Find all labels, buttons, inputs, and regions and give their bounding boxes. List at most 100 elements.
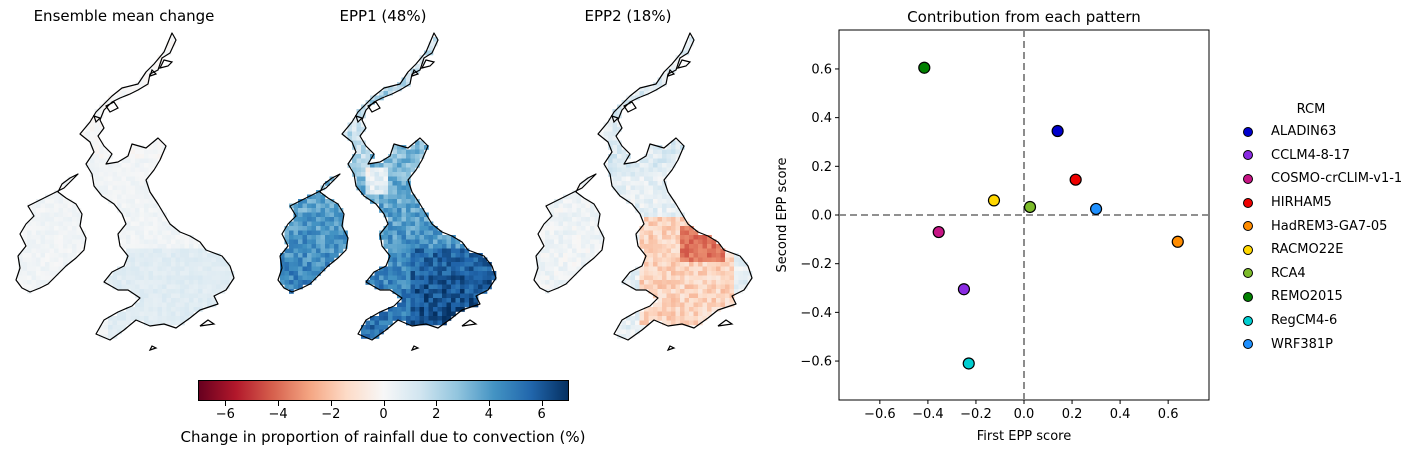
map-grid-cell — [144, 226, 149, 231]
map-grid-cell — [581, 248, 586, 254]
map-grid-cell — [293, 239, 299, 245]
map-grid-cell — [446, 262, 452, 267]
map-grid-cell — [419, 208, 425, 213]
map-grid-cell — [410, 271, 416, 276]
map-grid-cell — [419, 221, 425, 227]
map-grid-cell — [617, 185, 622, 191]
data-point-remo2015 — [918, 61, 931, 74]
map-grid-cell — [148, 280, 154, 285]
map-grid-cell — [711, 293, 717, 299]
map-grid-cell — [63, 199, 68, 204]
map-grid-cell — [392, 235, 398, 240]
map-grid-cell — [428, 271, 434, 276]
map-grid-cell — [653, 221, 658, 227]
map-grid-cell — [545, 257, 550, 263]
map-grid-cell — [135, 212, 140, 218]
map-grid-cell — [27, 271, 32, 276]
map-grid-cell — [135, 199, 140, 204]
map-grid-cell — [325, 181, 330, 186]
map-grid-cell — [406, 73, 411, 78]
map-grid-cell — [397, 239, 402, 245]
map-grid-cell — [135, 307, 140, 312]
map-grid-cell — [49, 212, 55, 218]
map-grid-cell — [325, 235, 330, 240]
map-grid-cell — [644, 167, 649, 173]
map-grid-cell — [284, 226, 290, 231]
map-grid-cell — [675, 298, 681, 303]
map-grid-cell — [352, 167, 357, 173]
map-grid-cell — [180, 298, 185, 303]
map-grid-cell — [361, 190, 366, 195]
map-grid-cell — [671, 293, 676, 299]
map-grid-cell — [716, 280, 721, 285]
map-grid-cell — [27, 226, 32, 231]
map-grid-cell — [121, 172, 127, 177]
map-grid-cell — [540, 275, 546, 281]
map-grid-cell — [729, 298, 735, 303]
map-grid-cell — [388, 230, 393, 236]
map-grid-cell — [49, 271, 55, 276]
map-grid-cell — [567, 239, 573, 245]
map-grid-cell — [428, 257, 434, 263]
map-grid-cell — [225, 266, 230, 272]
map-grid-cell — [442, 284, 447, 290]
map-grid-cell — [558, 275, 564, 281]
map-grid-cell — [139, 275, 145, 281]
map-grid-cell — [401, 194, 407, 200]
map-grid-cell — [320, 248, 326, 254]
colorbar-gradient — [198, 380, 569, 401]
map-grid-cell — [590, 203, 595, 209]
map-grid-cell — [639, 163, 645, 168]
map-grid-cell — [67, 235, 73, 240]
map-grid-cell — [171, 289, 176, 294]
map-grid-cell — [171, 226, 176, 231]
map-grid-cell — [585, 203, 591, 209]
map-grid-cell — [585, 226, 591, 231]
map-grid-cell — [397, 289, 402, 294]
map-grid-cell — [31, 280, 37, 285]
map-grid-cell — [40, 230, 46, 236]
legend-label: RACMO22E — [1271, 242, 1344, 258]
map-grid-cell — [135, 86, 140, 92]
map-grid-cell — [603, 127, 609, 132]
map-grid-cell — [671, 158, 676, 164]
map-grid-cell — [139, 194, 145, 200]
map-grid-cell — [388, 239, 393, 245]
map-grid-cell — [148, 302, 154, 308]
map-grid-cell — [153, 266, 158, 272]
map-grid-cell — [590, 253, 595, 258]
map-grid-cell — [302, 217, 308, 222]
map-grid-cell — [397, 248, 402, 254]
map-grid-cell — [220, 280, 226, 285]
map-grid-cell — [289, 244, 294, 249]
map-grid-cell — [162, 311, 167, 317]
map-grid-cell — [180, 284, 185, 290]
map-grid-cell — [94, 131, 100, 137]
map-grid-cell — [54, 271, 59, 276]
map-grid-cell — [45, 271, 50, 276]
map-grid-cell — [698, 293, 703, 299]
map-grid-cell — [392, 145, 398, 150]
map-grid-cell — [144, 77, 149, 83]
map-grid-cell — [148, 289, 154, 294]
map-grid-cell — [451, 280, 456, 285]
map-grid-cell — [397, 307, 402, 312]
map-grid-cell — [563, 266, 568, 272]
map-grid-cell — [126, 239, 131, 245]
map-grid-cell — [18, 280, 23, 285]
map-grid-cell — [397, 194, 402, 200]
map-grid-cell — [36, 275, 41, 281]
map-grid-cell — [487, 280, 492, 285]
map-grid-cell — [451, 275, 456, 281]
map-grid-cell — [302, 257, 308, 263]
map-grid-cell — [157, 226, 163, 231]
map-grid-cell — [180, 244, 185, 249]
map-grid-cell — [139, 221, 145, 227]
map-grid-cell — [27, 257, 32, 263]
map-grid-cell — [175, 248, 181, 254]
map-grid-cell — [112, 172, 118, 177]
map-grid-cell — [293, 257, 299, 263]
map-grid-cell — [216, 271, 221, 276]
map-grid-cell — [99, 176, 104, 182]
map-grid-cell — [433, 37, 438, 42]
